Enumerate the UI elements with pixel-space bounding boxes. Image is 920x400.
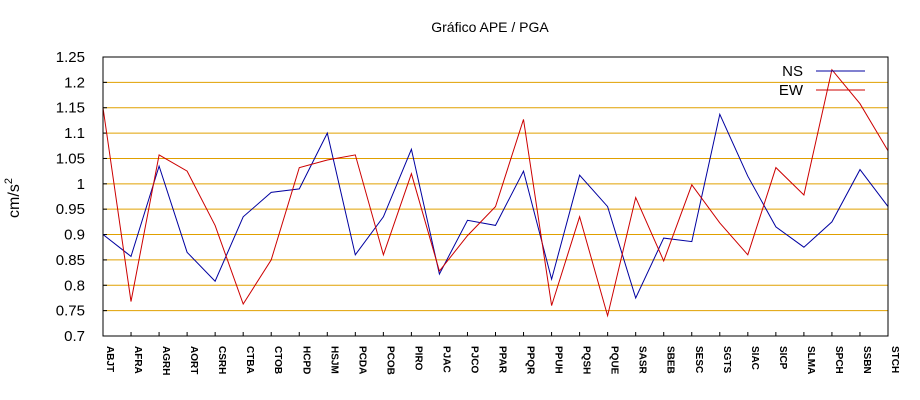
x-tick-label-stch: STCH (889, 346, 900, 373)
x-tick-label-ctob: CTOB (272, 346, 283, 374)
x-tick-label-pjco: PJCO (468, 346, 479, 373)
series-lines (102, 68, 889, 318)
chart-title: Gráfico APE / PGA (431, 19, 549, 35)
x-tick-label-pqsh: PQSH (581, 346, 592, 374)
y-tick-label: 1.05 (56, 150, 85, 167)
x-tick-label-pjac: PJAC (440, 346, 451, 373)
x-tick-label-hcpd: HCPD (300, 346, 311, 374)
x-tick-label-sgts: SGTS (721, 346, 732, 374)
y-tick-label: 0.75 (56, 303, 85, 320)
grid (103, 56, 888, 337)
x-tick-label-ctba: CTBA (244, 346, 255, 374)
y-tick-label: 0.7 (64, 328, 85, 345)
x-tick-label-pque: PQUE (609, 346, 620, 375)
x-tick-label-aort: AORT (188, 346, 199, 374)
x-tick-label-sbeb: SBEB (665, 346, 676, 374)
y-tick-label: 0.85 (56, 252, 85, 269)
y-tick-label: 1.1 (64, 125, 85, 142)
x-tick-label-abjt: ABJT (104, 346, 115, 372)
legend: NS EW (779, 63, 865, 99)
y-tick-label: 1 (77, 176, 85, 193)
legend-label-ew: EW (779, 82, 804, 99)
x-tick-label-sesc: SESC (693, 346, 704, 373)
x-tick-label-pcob: PCOB (384, 346, 395, 375)
x-ticks: ABJT AFRA AGRH AORT CSRH CTBA CTOB HCPD HSJM PCDA… (102, 332, 900, 375)
x-tick-label-afra: AFRA (132, 346, 143, 374)
y-tick-label: 1.2 (64, 74, 85, 91)
series-line-ns (102, 112, 889, 300)
x-tick-label-slma: SLMA (805, 346, 816, 374)
y-ticks: 0.7 0.75 0.8 0.85 0.9 0.95 1 1.05 1.1 1.15 1.2 1.25 (56, 49, 107, 345)
x-tick-label-ppuh: PPUH (553, 346, 564, 374)
x-tick-label-ppar: PPAR (497, 346, 508, 374)
y-tick-label: 0.9 (64, 227, 85, 244)
x-tick-label-csrh: CSRH (216, 346, 227, 374)
x-tick-label-spch: SPCH (833, 346, 844, 374)
y-tick-label: 1.15 (56, 100, 85, 117)
x-tick-label-ppqr: PPQR (525, 346, 536, 375)
x-tick-label-agrh: AGRH (160, 346, 171, 375)
y-axis-label: cm/s2 (3, 178, 23, 218)
x-tick-label-siac: SIAC (749, 346, 760, 370)
legend-label-ns: NS (782, 63, 803, 80)
x-tick-label-pcda: PCDA (356, 346, 367, 374)
y-tick-label: 1.25 (56, 49, 85, 66)
series-line-ew (102, 68, 889, 318)
x-tick-label-ssbn: SSBN (861, 346, 872, 374)
y-axis-label-superscript: 2 (3, 178, 15, 184)
plot-frame (102, 56, 889, 337)
y-tick-label: 0.95 (56, 201, 85, 218)
x-tick-label-sasr: SASR (637, 346, 648, 375)
x-tick-label-hsjm: HSJM (328, 346, 339, 374)
y-tick-label: 0.8 (64, 277, 85, 294)
x-tick-label-piro: PIRO (412, 346, 423, 371)
x-tick-label-sicp: SICP (777, 346, 788, 370)
y-axis-label-text: cm/s (6, 184, 23, 218)
